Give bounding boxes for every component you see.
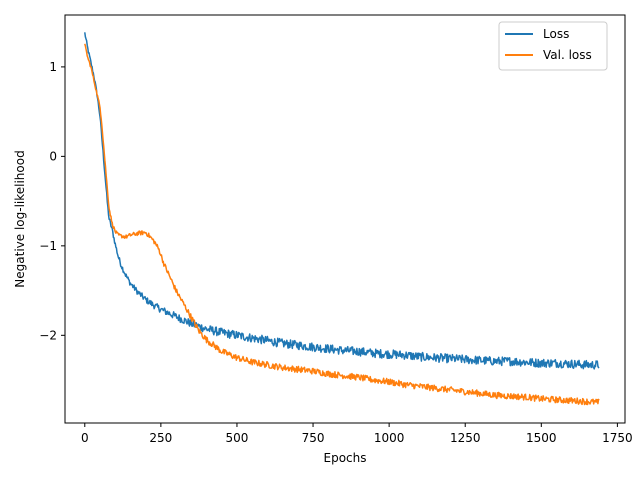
legend-label: Loss [543, 27, 569, 41]
x-tick-label: 1750 [602, 431, 633, 445]
y-axis-label: Negative log-likelihood [13, 150, 27, 287]
x-axis-ticks: 0 250 500 750 1000 1250 1500 1750 [81, 423, 633, 445]
series-lines [84, 32, 600, 406]
x-tick-label: 750 [302, 431, 325, 445]
x-tick-label: 250 [149, 431, 172, 445]
series-line [84, 32, 600, 370]
series-line [84, 43, 600, 406]
x-tick-label: 0 [81, 431, 89, 445]
x-tick-label: 500 [226, 431, 249, 445]
y-axis-ticks: −2 −1 0 1 [39, 60, 65, 342]
y-tick-label: −1 [39, 239, 57, 253]
legend-label: Val. loss [543, 48, 592, 62]
y-tick-label: −2 [39, 328, 57, 342]
plot-frame [64, 14, 626, 424]
y-tick-label: 0 [49, 149, 57, 163]
x-tick-label: 1500 [526, 431, 557, 445]
x-tick-label: 1250 [450, 431, 481, 445]
legend: Loss Val. loss [498, 21, 608, 71]
y-tick-label: 1 [49, 60, 57, 74]
x-axis-label: Epochs [324, 451, 367, 465]
x-tick-label: 1000 [374, 431, 405, 445]
